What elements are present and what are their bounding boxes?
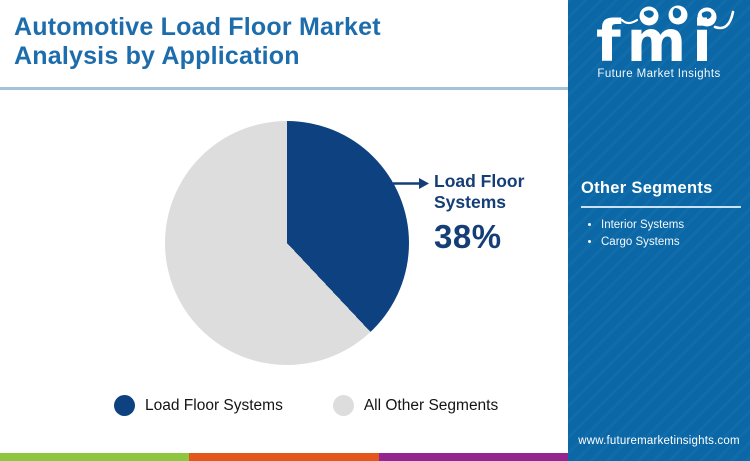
callout-value: 38% [434, 218, 502, 255]
callout-arrow-icon [393, 178, 429, 189]
legend-item-other: All Other Segments [332, 395, 499, 416]
page-title-line2: Analysis by Application [14, 42, 300, 70]
stripe-green [0, 453, 190, 461]
globe-americas-icon [639, 6, 659, 26]
fmi-logo: fmi Future Market Insights [568, 3, 750, 80]
page-title-line1: Automotive Load Floor Market [14, 13, 381, 41]
logo-tagline: Future Market Insights [597, 68, 721, 80]
website-url[interactable]: www.futuremarketinsights.com [578, 435, 740, 447]
callout-label: Load Floor Systems [434, 171, 525, 212]
fmi-logo-icon: fmi [596, 5, 735, 75]
chart-legend: Load Floor Systems All Other Segments [114, 395, 498, 416]
legend-swatch-blue [114, 395, 135, 416]
legend-label: Load Floor Systems [145, 396, 283, 414]
heading-underline [581, 206, 741, 208]
brand-sidebar: fmi Future Market Insights Other Segment… [568, 0, 750, 461]
list-item: Interior Systems [601, 217, 741, 234]
pie-chart [165, 121, 409, 365]
legend-label: All Other Segments [363, 396, 499, 414]
other-segments-list: Interior Systems Cargo Systems [581, 217, 741, 252]
globe-asia-icon [668, 5, 688, 25]
pie-callout: Load Floor Systems 38% [434, 171, 540, 256]
legend-item-load-floor: Load Floor Systems [114, 395, 283, 416]
other-segments-heading: Other Segments [581, 179, 713, 197]
globe-world-icon [697, 7, 717, 27]
page-title: Automotive Load Floor Market Analysis by… [14, 13, 559, 71]
logo-wordmark: fmi [596, 9, 718, 65]
stripe-orange [189, 453, 379, 461]
swoosh-left-icon [620, 18, 639, 25]
legend-swatch-gray [332, 395, 354, 416]
stripe-purple [378, 453, 568, 461]
title-divider [0, 87, 568, 90]
other-segments-section: Other Segments Interior Systems Cargo Sy… [581, 179, 741, 252]
swoosh-right-icon [713, 10, 735, 30]
footer-color-stripe [0, 453, 568, 461]
list-item: Cargo Systems [601, 234, 741, 251]
